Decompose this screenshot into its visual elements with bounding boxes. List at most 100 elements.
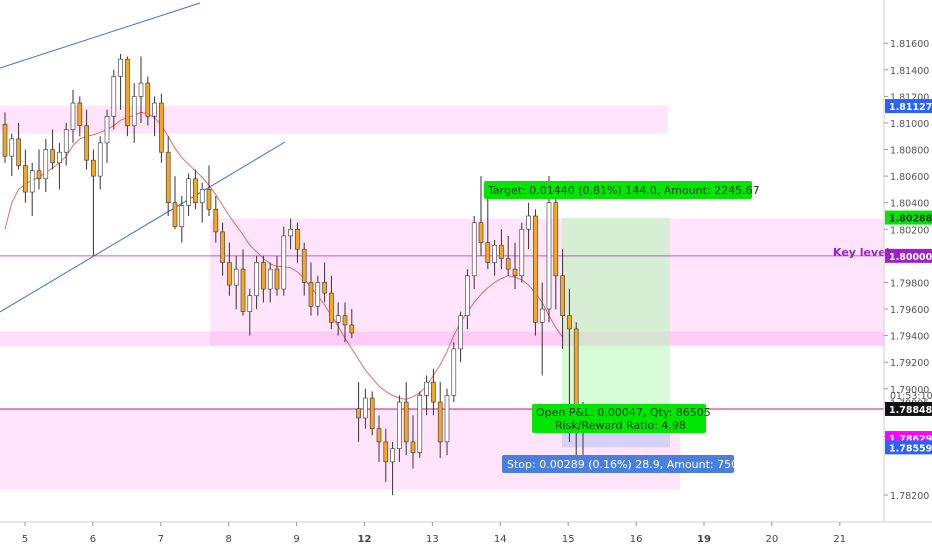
candle-body <box>458 315 463 350</box>
labels-layer: Target: 0.01440 (0.81%) 144.0, Amount: 2… <box>484 181 889 473</box>
candle-body <box>349 324 355 334</box>
candle-body <box>342 315 348 326</box>
candle-body <box>111 76 117 117</box>
candle-body <box>43 149 49 180</box>
candle-body <box>369 397 375 429</box>
candle-body <box>29 170 35 193</box>
candle-body <box>50 149 55 164</box>
candle-body <box>526 215 531 230</box>
candle-body <box>206 189 212 210</box>
candle-body <box>179 205 185 227</box>
candle-body <box>403 401 409 443</box>
x-tick-label: 14 <box>494 534 507 545</box>
lower-trendline <box>0 141 286 313</box>
target-label-text: Target: 0.01440 (0.81%) 144.0, Amount: 2… <box>487 184 760 197</box>
x-tick-label: 8 <box>226 534 232 545</box>
candle-body <box>9 138 15 157</box>
price-axis-label-bg <box>885 440 932 455</box>
candle-body <box>213 209 219 233</box>
candle-body <box>505 258 511 270</box>
candle-body <box>451 348 457 396</box>
x-tick-label: 19 <box>697 534 711 545</box>
x-tick-label: 7 <box>158 534 164 545</box>
candle-body <box>138 82 144 97</box>
y-tick-label: 1.80800 <box>890 146 929 157</box>
candle-body <box>57 151 62 164</box>
candle-body <box>539 308 545 323</box>
candle-body <box>288 228 293 237</box>
y-tick-label: 1.79800 <box>890 278 929 289</box>
candle-body <box>97 142 103 177</box>
y-tick-label: 1.78200 <box>890 491 929 502</box>
risk-reward-text: Risk/Reward Ratio: 4.98 <box>555 419 686 432</box>
stop-label-bg <box>502 455 734 473</box>
candle-body <box>118 58 123 77</box>
candle-body <box>159 102 164 153</box>
candle-body <box>437 401 443 443</box>
candle-body <box>145 82 151 117</box>
y-tick-label: 1.81400 <box>890 66 929 77</box>
y-tick-label: 1.81600 <box>890 39 929 50</box>
candle-body <box>131 96 137 126</box>
x-tick-label: 16 <box>630 534 643 545</box>
candle-body <box>444 395 450 443</box>
candle-body <box>104 116 110 144</box>
candle-body <box>492 244 497 263</box>
zone-rect <box>0 331 884 347</box>
y-tick-label: 1.80200 <box>890 225 929 236</box>
candle-body <box>322 282 327 294</box>
candle-body <box>390 448 395 463</box>
candle-body <box>308 282 314 307</box>
y-tick-label: 1.79000 <box>890 385 929 396</box>
y-tick-label: 1.81200 <box>890 92 929 103</box>
candle-body <box>247 295 253 312</box>
candle-body <box>172 202 178 227</box>
candle-body <box>301 248 307 283</box>
open-pnl-bg <box>532 404 706 433</box>
price-axis-label: 1.80000 <box>885 248 932 263</box>
target-label-bg <box>484 181 752 199</box>
stop-label-text: Stop: 0.00289 (0.16%) 28.9, Amount: 750 <box>507 458 738 471</box>
candle-body <box>356 408 361 419</box>
price-axis-label-text: 1.80288 <box>889 214 932 225</box>
price-axis-label-bg <box>885 99 932 114</box>
candle-body <box>295 228 300 250</box>
y-tick-label: 1.79600 <box>890 305 929 316</box>
open-pnl-text: Open P&L: 0.00047, Qty: 86505 <box>536 406 711 419</box>
candle-body <box>478 222 484 243</box>
candle-body <box>335 315 341 323</box>
candle-body <box>261 262 266 290</box>
candle-body <box>267 268 273 290</box>
price-axis-label-text: 1.78559 <box>889 443 932 454</box>
price-axis-label-bg <box>885 210 932 225</box>
candle-body <box>193 178 198 203</box>
key-level-label: Key level <box>833 246 889 259</box>
target-label: Target: 0.01440 (0.81%) 144.0, Amount: 2… <box>484 181 760 199</box>
candle-body <box>465 275 470 316</box>
y-tick-label: 1.80400 <box>890 199 929 210</box>
candle-body <box>383 441 389 463</box>
candle-body <box>560 275 565 316</box>
candle-body <box>70 102 76 130</box>
price-axis-label-bg <box>885 248 932 263</box>
open-pnl-label: Open P&L: 0.00047, Qty: 86505Risk/Reward… <box>532 404 711 433</box>
y-tick-label: 1.81000 <box>890 119 929 130</box>
x-tick-label: 12 <box>358 534 372 545</box>
candle-body <box>84 125 89 161</box>
candle-body <box>471 222 477 277</box>
price-axis-label-text: 1.78629 <box>889 434 932 445</box>
stop-label: Stop: 0.00289 (0.16%) 28.9, Amount: 750 <box>502 455 738 473</box>
x-tick-label: 21 <box>833 534 846 545</box>
candle-body <box>533 215 538 323</box>
candle-body <box>485 242 491 263</box>
upper-trendline <box>0 2 201 69</box>
x-tick-label: 13 <box>426 534 439 545</box>
candle-body <box>499 244 504 259</box>
candle-body <box>91 159 96 177</box>
y-tick-label: 1.79400 <box>890 332 929 343</box>
candle-body <box>431 381 436 403</box>
x-tick-label: 15 <box>562 534 575 545</box>
candle-body <box>199 189 205 203</box>
price-axis-label: 1.78559 <box>885 440 932 455</box>
